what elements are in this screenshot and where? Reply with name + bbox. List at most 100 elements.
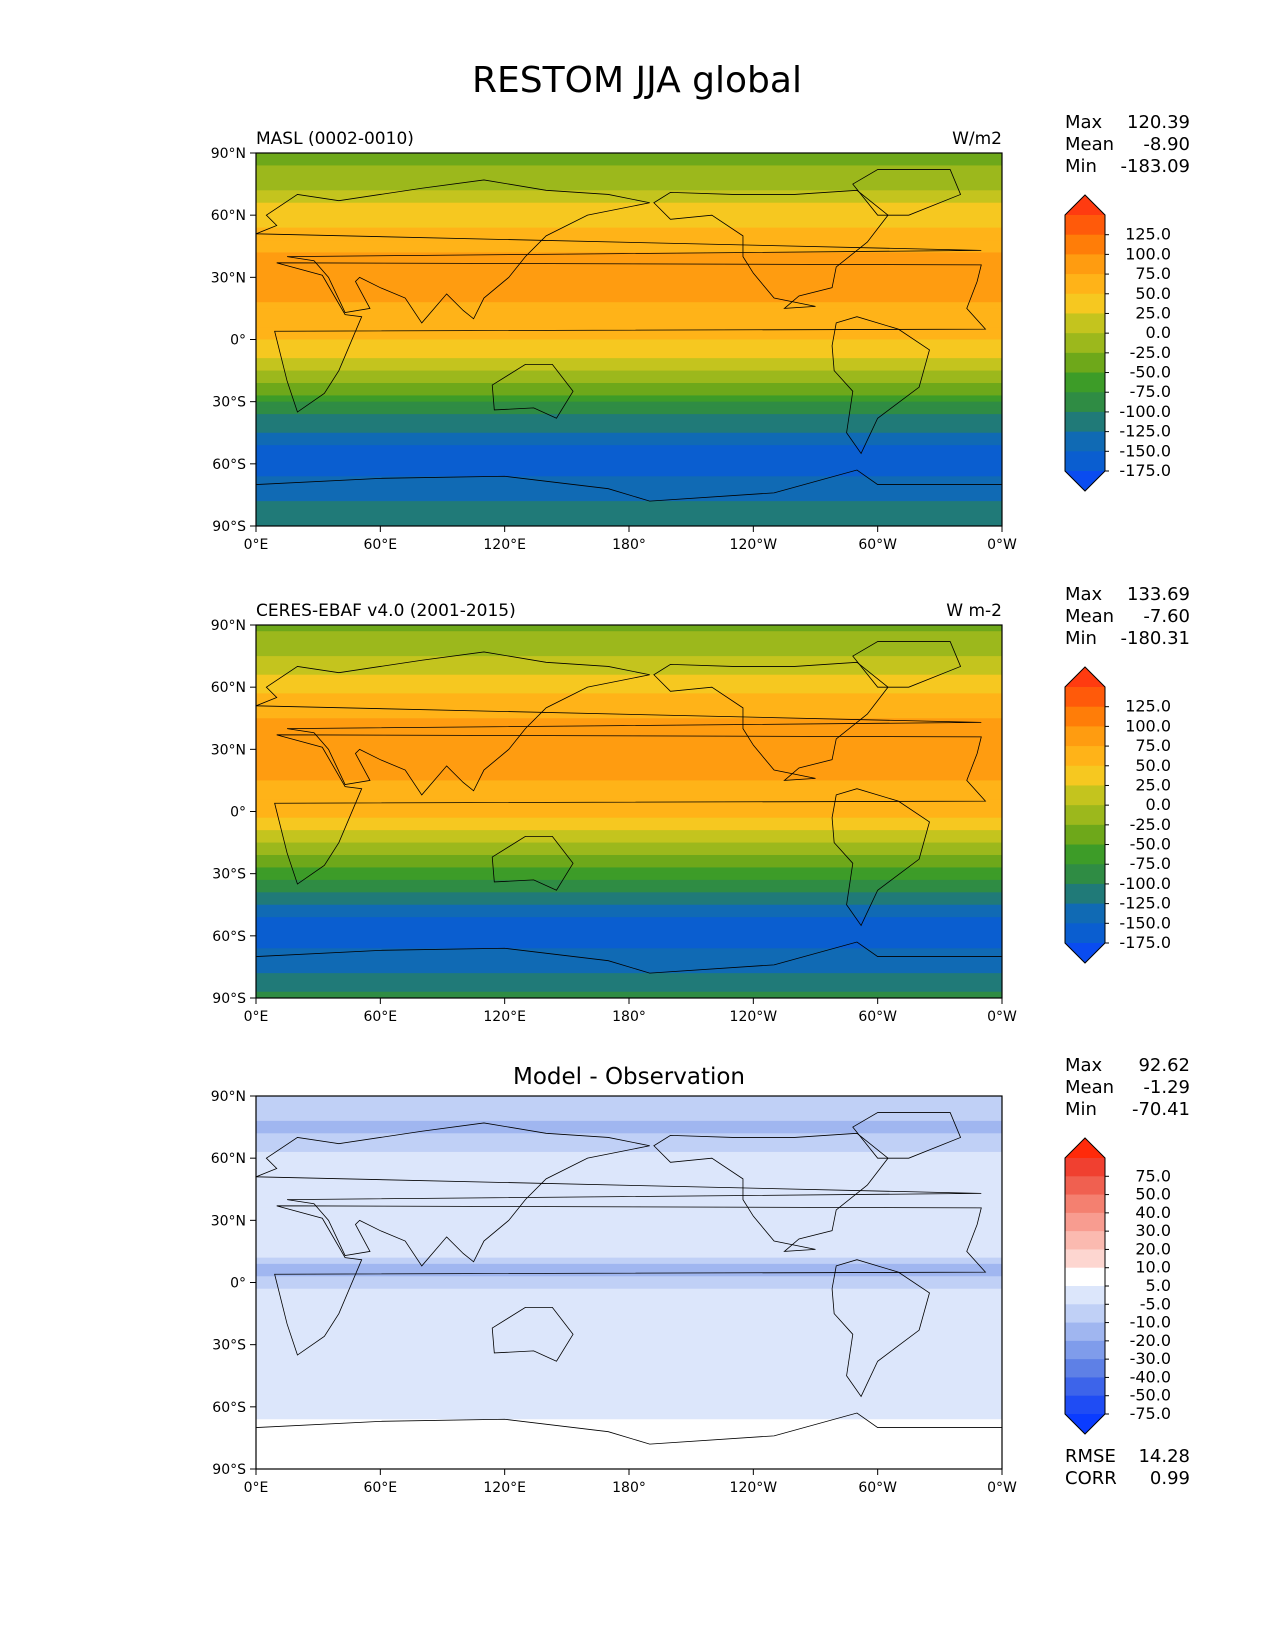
colorbar-swatch <box>1065 805 1105 826</box>
field-band <box>256 401 1002 409</box>
field-band <box>256 848 1002 856</box>
field-band <box>256 942 1002 949</box>
field-band <box>256 190 1002 198</box>
map-panel-difference: 90°N 60°N 30°N 0° 30°S 60°S 90°S 0°E 60°E 120°E 18… <box>211 1055 1190 1496</box>
lat-tick-label: 30°S <box>212 395 246 411</box>
lon-tick-label: 0°E <box>244 1009 269 1025</box>
lon-tick-label: 120°W <box>730 537 778 553</box>
lat-tick-label: 60°S <box>212 1400 246 1416</box>
field-band <box>256 488 1002 496</box>
field-band <box>256 823 1002 831</box>
colorbar-tick-label: 0.0 <box>1146 323 1171 342</box>
lat-tick-label: 90°S <box>212 991 246 1007</box>
colorbar-tick-label: 50.0 <box>1135 756 1171 775</box>
colorbar-tick-label: 25.0 <box>1135 775 1171 794</box>
colorbar-tick-label: -50.0 <box>1130 835 1171 854</box>
stat-label: CORR <box>1065 1468 1117 1489</box>
field-band <box>256 171 1002 179</box>
field-band <box>256 482 1002 490</box>
lat-tick-label: 30°N <box>211 270 246 286</box>
coastline <box>491 363 574 419</box>
field-band <box>256 1444 1002 1451</box>
colorbar-swatch <box>1065 923 1105 944</box>
field-band <box>256 1394 1002 1402</box>
field-band <box>256 358 1002 365</box>
field-band <box>256 643 1002 651</box>
field-band <box>256 258 1002 266</box>
coastline <box>852 169 962 216</box>
field-band <box>256 898 1002 906</box>
lat-tick-label: 30°S <box>212 867 246 883</box>
colorbar-swatch <box>1065 883 1105 905</box>
field-band <box>256 1319 1002 1327</box>
field-band <box>256 1120 1002 1128</box>
field-band <box>256 240 1002 247</box>
colorbar-tick-label: -50.0 <box>1130 363 1171 382</box>
lon-tick-label: 180° <box>612 537 646 553</box>
lon-tick-label: 120°E <box>483 1480 526 1496</box>
field-band <box>256 749 1002 757</box>
stat-label: RMSE <box>1065 1446 1116 1467</box>
field-band <box>256 283 1002 291</box>
field-band <box>256 886 1002 893</box>
colorbar-swatch <box>1065 1304 1105 1324</box>
colorbar-tick-label: 100.0 <box>1125 244 1171 263</box>
field-band <box>256 264 1002 272</box>
field-band <box>256 842 1002 850</box>
field-band <box>256 277 1002 285</box>
field-band <box>256 1108 1002 1116</box>
field-band <box>256 1232 1002 1240</box>
lat-tick-label: 0° <box>230 805 246 821</box>
field-band <box>256 960 1002 968</box>
field-band <box>256 1388 1002 1395</box>
colorbar-swatch <box>1065 687 1105 708</box>
coastline <box>256 651 982 796</box>
coastline <box>491 1306 574 1362</box>
field-band <box>256 339 1002 347</box>
field-band <box>256 320 1002 328</box>
coastline <box>831 1259 930 1398</box>
stat-value: -70.41 <box>1132 1099 1190 1120</box>
field-band <box>256 910 1002 918</box>
lon-tick-label: 0°W <box>987 1480 1017 1496</box>
field-band <box>256 1301 1002 1308</box>
colorbar-swatch <box>1065 765 1105 786</box>
colorbar-tick-label: -10.0 <box>1130 1313 1171 1332</box>
field-band <box>256 1214 1002 1221</box>
colorbar-tick-label: -40.0 <box>1130 1367 1171 1386</box>
field-band <box>256 923 1002 931</box>
colorbar-tick-label: -125.0 <box>1119 894 1171 913</box>
field-band <box>256 271 1002 278</box>
field-band <box>256 1164 1002 1172</box>
field-band <box>256 1332 1002 1340</box>
colorbar-swatch <box>1065 431 1105 452</box>
field-band <box>256 314 1002 322</box>
field-band <box>256 1338 1002 1346</box>
lat-tick-label: 30°N <box>211 1213 246 1229</box>
coastline <box>274 1205 987 1356</box>
colorbar-tick-label: -20.0 <box>1130 1331 1171 1350</box>
field-band <box>256 1326 1002 1333</box>
colorbar-extend-top <box>1065 1138 1105 1158</box>
field-band <box>256 227 1002 235</box>
field-band <box>256 1462 1002 1469</box>
field-band <box>256 1133 1002 1141</box>
stat-value: -180.31 <box>1121 628 1190 649</box>
field-band <box>256 973 1002 980</box>
field-band <box>256 1102 1002 1110</box>
lat-tick-label: 90°S <box>212 1462 246 1478</box>
lon-tick-label: 120°E <box>483 1009 526 1025</box>
field-band <box>256 954 1002 962</box>
colorbar-tick-label: 30.0 <box>1135 1221 1171 1240</box>
lon-tick-label: 0°W <box>987 1009 1017 1025</box>
field-band <box>256 1158 1002 1165</box>
field-band <box>256 1201 1002 1209</box>
field-band <box>256 476 1002 484</box>
stat-value: 92.62 <box>1138 1055 1190 1076</box>
lat-tick-label: 90°N <box>211 618 246 634</box>
lon-tick-label: 120°W <box>730 1480 778 1496</box>
colorbar-tick-label: 5.0 <box>1146 1276 1171 1295</box>
colorbar-extend-top <box>1065 667 1105 687</box>
field-band <box>256 376 1002 384</box>
